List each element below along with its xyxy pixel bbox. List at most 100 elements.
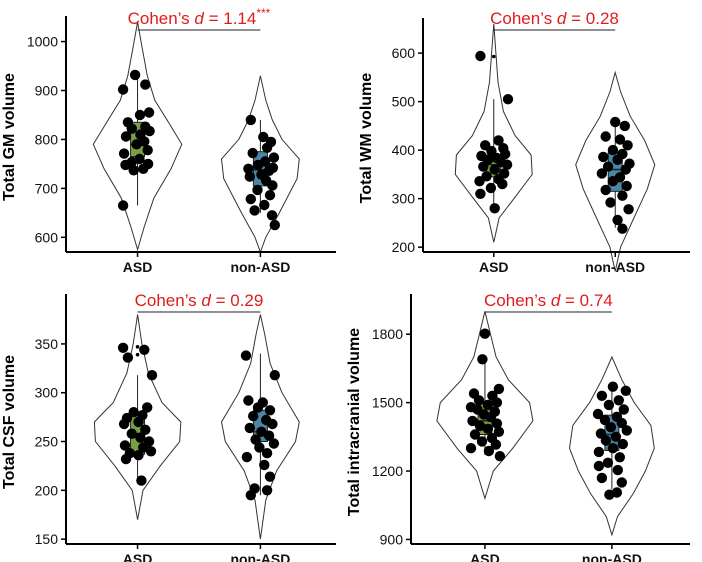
data-point xyxy=(607,443,619,454)
data-point xyxy=(600,435,612,446)
y-axis-title: Total intracranial volume xyxy=(346,328,363,516)
data-point xyxy=(620,385,631,396)
violin-panel-csf: 150 200 250 300 350 ASD non-ASD Total CSF volum… xyxy=(1,291,336,562)
effect-size-annotation: Cohen’s d = 0.74 xyxy=(484,291,613,310)
violin-outline-asd xyxy=(93,314,182,520)
data-point xyxy=(494,451,506,462)
data-point xyxy=(469,429,481,440)
data-point xyxy=(476,436,488,447)
data-point xyxy=(244,422,255,434)
data-point xyxy=(600,131,611,142)
data-point xyxy=(128,165,139,176)
data-point xyxy=(243,395,254,406)
data-point xyxy=(478,161,489,172)
data-point xyxy=(490,439,502,450)
outlier-point xyxy=(135,352,140,357)
data-point xyxy=(142,402,153,413)
data-point xyxy=(473,395,485,406)
data-point xyxy=(620,164,631,175)
data-point xyxy=(261,448,273,459)
y-tick-label: 1000 xyxy=(27,34,58,50)
data-point xyxy=(475,188,486,199)
data-point xyxy=(614,134,626,145)
data-point xyxy=(267,418,278,430)
y-tick-label: 1800 xyxy=(372,326,403,342)
data-point xyxy=(612,154,623,165)
data-point xyxy=(617,438,628,450)
data-point xyxy=(243,163,254,174)
y-tick-label: 300 xyxy=(392,191,416,207)
data-point xyxy=(610,431,622,442)
data-point xyxy=(604,489,615,500)
data-point xyxy=(610,116,621,128)
data-point xyxy=(261,485,273,496)
data-point xyxy=(613,395,624,406)
violin-outline-non-asd xyxy=(220,75,300,254)
data-point xyxy=(483,445,495,457)
data-point xyxy=(266,210,278,221)
data-point xyxy=(268,438,280,449)
x-category-label: non-ASD xyxy=(230,551,290,562)
data-point xyxy=(131,139,142,150)
data-point xyxy=(252,159,264,171)
data-point xyxy=(120,453,132,465)
data-point xyxy=(259,459,270,471)
data-point xyxy=(268,152,280,163)
data-point xyxy=(474,420,486,432)
y-axis-title: Total GM volume xyxy=(1,73,18,201)
data-point xyxy=(607,176,619,187)
y-tick-label: 350 xyxy=(35,336,59,352)
data-point xyxy=(256,426,267,437)
x-category-label: ASD xyxy=(479,259,509,275)
effect-size-annotation: Cohen’s d = 0.29 xyxy=(135,291,264,310)
outlier-point xyxy=(135,345,140,349)
x-category-label: non-ASD xyxy=(230,259,290,275)
data-point xyxy=(146,370,158,381)
violin-outline-asd xyxy=(92,21,183,252)
data-point xyxy=(245,193,256,205)
data-point xyxy=(607,381,619,392)
x-category-label: non-ASD xyxy=(585,259,645,275)
data-point xyxy=(249,205,260,216)
data-point xyxy=(119,440,131,451)
data-point xyxy=(479,328,491,339)
data-point xyxy=(596,390,608,401)
data-point xyxy=(592,408,604,420)
data-point xyxy=(142,145,153,156)
data-point xyxy=(254,442,265,453)
data-point xyxy=(244,171,255,182)
y-tick-label: 600 xyxy=(35,229,59,245)
data-point xyxy=(491,418,503,429)
data-point xyxy=(621,180,632,192)
violin-panel-gm: 600 700 800 900 1000 ASD non-ASD Total GM volum… xyxy=(1,6,336,275)
x-category-label: non-ASD xyxy=(582,551,642,562)
violin-panel-icv: 900 1200 1500 1800 ASD non-ASD Total intracran… xyxy=(346,291,690,562)
data-point xyxy=(140,424,151,435)
data-point xyxy=(493,383,505,395)
data-point xyxy=(139,344,150,355)
data-point xyxy=(619,120,630,132)
data-point xyxy=(264,190,276,201)
effect-size-annotation: Cohen’s d = 1.14*** xyxy=(128,6,271,28)
data-point xyxy=(136,475,147,486)
data-point xyxy=(264,405,276,416)
data-point xyxy=(493,135,504,146)
y-tick-label: 200 xyxy=(392,239,416,255)
data-point xyxy=(135,432,146,443)
data-point xyxy=(240,350,252,361)
violin-outline-non-asd xyxy=(568,355,655,537)
data-point xyxy=(117,342,129,353)
data-point xyxy=(250,434,261,445)
y-tick-label: 900 xyxy=(380,531,404,547)
data-point xyxy=(501,159,513,170)
data-point xyxy=(467,415,478,427)
data-point xyxy=(143,107,155,118)
effect-size-annotation: Cohen’s d = 0.28 xyxy=(490,9,619,28)
data-point xyxy=(117,200,129,211)
data-point xyxy=(614,452,625,463)
data-point xyxy=(623,204,634,215)
data-point xyxy=(598,151,609,163)
y-axis-title: Total WM volume xyxy=(358,73,375,203)
